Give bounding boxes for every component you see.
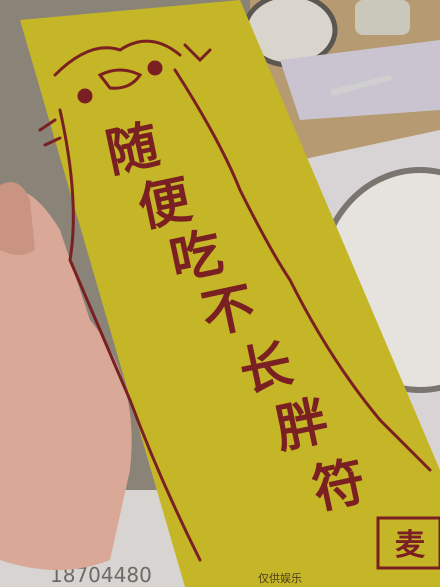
glass bbox=[355, 0, 410, 35]
main-character: 不 bbox=[196, 276, 260, 346]
main-character: 胖 bbox=[270, 390, 334, 460]
main-character: 长 bbox=[234, 333, 298, 403]
fork bbox=[330, 75, 392, 96]
main-character: 随 bbox=[101, 114, 165, 184]
pig-drawing bbox=[38, 39, 432, 562]
footnote: 仅供娱乐 bbox=[258, 571, 302, 585]
hand bbox=[0, 188, 132, 571]
talisman-paper bbox=[20, 0, 440, 587]
thumb bbox=[0, 182, 35, 255]
main-character: 吃 bbox=[164, 221, 228, 291]
main-character: 符 bbox=[307, 451, 371, 521]
logo: 麦 bbox=[395, 528, 426, 563]
logo-box bbox=[376, 516, 440, 570]
placemat bbox=[280, 40, 440, 120]
